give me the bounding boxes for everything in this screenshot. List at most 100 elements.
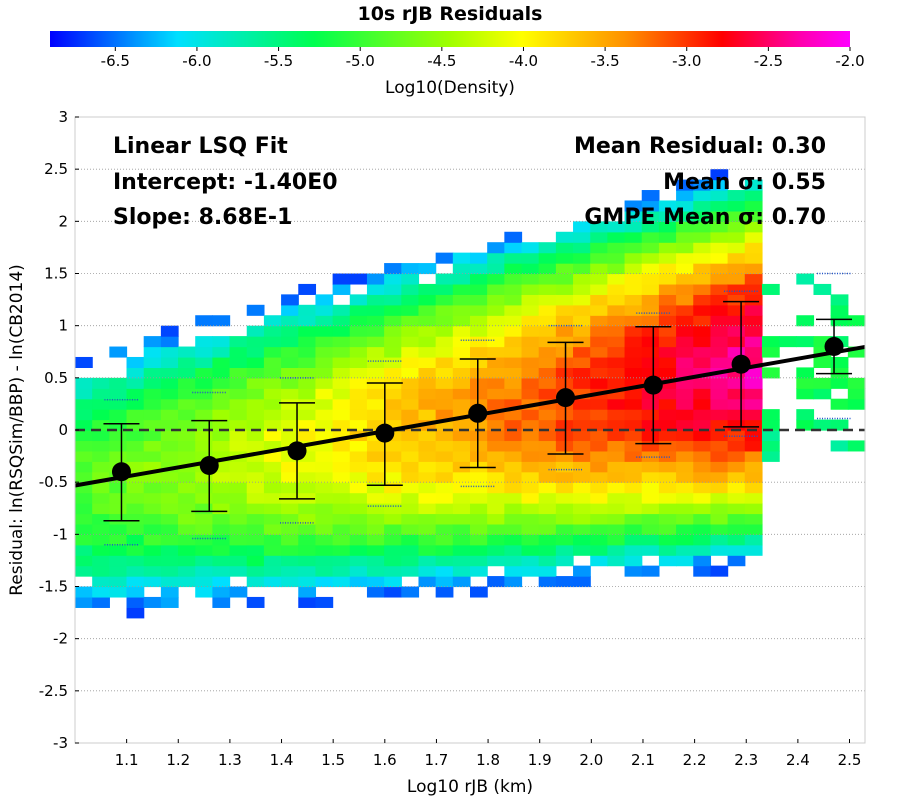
density-cell bbox=[573, 283, 591, 295]
density-cell bbox=[298, 565, 317, 577]
density-cell bbox=[624, 544, 643, 556]
density-cell bbox=[229, 544, 248, 556]
density-cell bbox=[435, 325, 454, 337]
density-cell bbox=[160, 586, 179, 598]
binned-mean-point bbox=[556, 388, 576, 408]
density-cell bbox=[676, 461, 694, 473]
density-cell bbox=[212, 398, 231, 410]
density-cell bbox=[212, 440, 231, 452]
colorbar-tick-label: -5.5 bbox=[264, 52, 293, 70]
density-cell bbox=[676, 273, 694, 285]
density-cell bbox=[624, 263, 643, 275]
density-cell bbox=[590, 356, 608, 368]
density-cell bbox=[693, 346, 712, 358]
density-cell bbox=[658, 346, 677, 358]
density-cell bbox=[384, 294, 402, 306]
density-cell bbox=[555, 576, 574, 588]
density-cell bbox=[246, 482, 265, 494]
density-cell bbox=[246, 388, 265, 400]
density-cell bbox=[143, 409, 162, 421]
density-cell bbox=[555, 325, 574, 337]
density-cell bbox=[401, 471, 420, 483]
density-cell bbox=[470, 367, 488, 379]
density-cell bbox=[212, 419, 231, 431]
x-tick-label: 1.8 bbox=[476, 751, 500, 769]
density-cell bbox=[813, 388, 832, 400]
density-cell bbox=[349, 534, 368, 546]
density-cell bbox=[195, 450, 213, 462]
density-cell bbox=[710, 210, 729, 222]
density-cell bbox=[641, 252, 660, 264]
density-cell bbox=[727, 377, 746, 389]
density-cell bbox=[504, 523, 523, 535]
density-cell bbox=[658, 471, 677, 483]
density-cell bbox=[607, 325, 626, 337]
x-axis-label: Log10 rJB (km) bbox=[407, 777, 533, 797]
density-cell bbox=[727, 315, 746, 327]
density-cell bbox=[693, 419, 712, 431]
density-cell bbox=[504, 492, 523, 504]
density-cell bbox=[624, 534, 643, 546]
density-cell bbox=[281, 523, 299, 535]
density-cell bbox=[658, 304, 677, 316]
density-cell bbox=[727, 430, 746, 442]
density-cell bbox=[452, 440, 471, 452]
density-cell bbox=[504, 419, 523, 431]
density-cell bbox=[641, 325, 660, 337]
density-cell bbox=[384, 409, 402, 421]
density-cell bbox=[658, 231, 677, 243]
density-cell bbox=[470, 304, 488, 316]
density-cell bbox=[658, 430, 677, 442]
density-cell bbox=[298, 523, 317, 535]
density-cell bbox=[160, 450, 179, 462]
density-cell bbox=[281, 398, 299, 410]
density-cell bbox=[126, 419, 145, 431]
density-cell bbox=[710, 263, 729, 275]
density-cell bbox=[126, 388, 145, 400]
density-cell bbox=[366, 523, 385, 535]
density-cell bbox=[263, 430, 282, 442]
density-cell bbox=[487, 419, 505, 431]
density-cell bbox=[435, 450, 454, 462]
density-cell bbox=[384, 325, 402, 337]
density-cell bbox=[504, 388, 523, 400]
x-tick-label: 2.5 bbox=[838, 751, 862, 769]
density-cell bbox=[418, 325, 437, 337]
density-cell bbox=[246, 398, 265, 410]
density-cell bbox=[470, 534, 488, 546]
density-cell bbox=[693, 221, 712, 233]
density-cell bbox=[555, 513, 574, 525]
density-cell bbox=[607, 221, 626, 233]
density-cell bbox=[384, 263, 402, 275]
density-cell bbox=[676, 523, 694, 535]
density-cell bbox=[178, 523, 196, 535]
density-cell bbox=[590, 430, 608, 442]
density-cell bbox=[452, 325, 471, 337]
density-cell bbox=[349, 523, 368, 535]
density-cell bbox=[658, 409, 677, 421]
density-cell bbox=[676, 179, 694, 191]
density-cell bbox=[263, 440, 282, 452]
density-cell bbox=[504, 283, 523, 295]
density-cell bbox=[452, 409, 471, 421]
density-cell bbox=[607, 534, 626, 546]
density-cell bbox=[366, 356, 385, 368]
density-cell bbox=[143, 544, 162, 556]
density-cell bbox=[263, 555, 282, 567]
density-cell bbox=[590, 503, 608, 515]
density-cell bbox=[744, 430, 763, 442]
density-cell bbox=[830, 419, 849, 431]
density-cell bbox=[315, 325, 334, 337]
density-cell bbox=[263, 346, 282, 358]
density-cell bbox=[555, 461, 574, 473]
density-cell bbox=[693, 315, 712, 327]
density-cell bbox=[624, 388, 643, 400]
density-cell bbox=[504, 482, 523, 494]
density-cell bbox=[538, 482, 557, 494]
x-tick-label: 1.9 bbox=[528, 751, 552, 769]
x-tick-label: 1.6 bbox=[373, 751, 397, 769]
density-cell bbox=[315, 356, 334, 368]
density-cell bbox=[178, 482, 196, 494]
binned-mean-point bbox=[375, 423, 395, 443]
density-cell bbox=[470, 252, 488, 264]
